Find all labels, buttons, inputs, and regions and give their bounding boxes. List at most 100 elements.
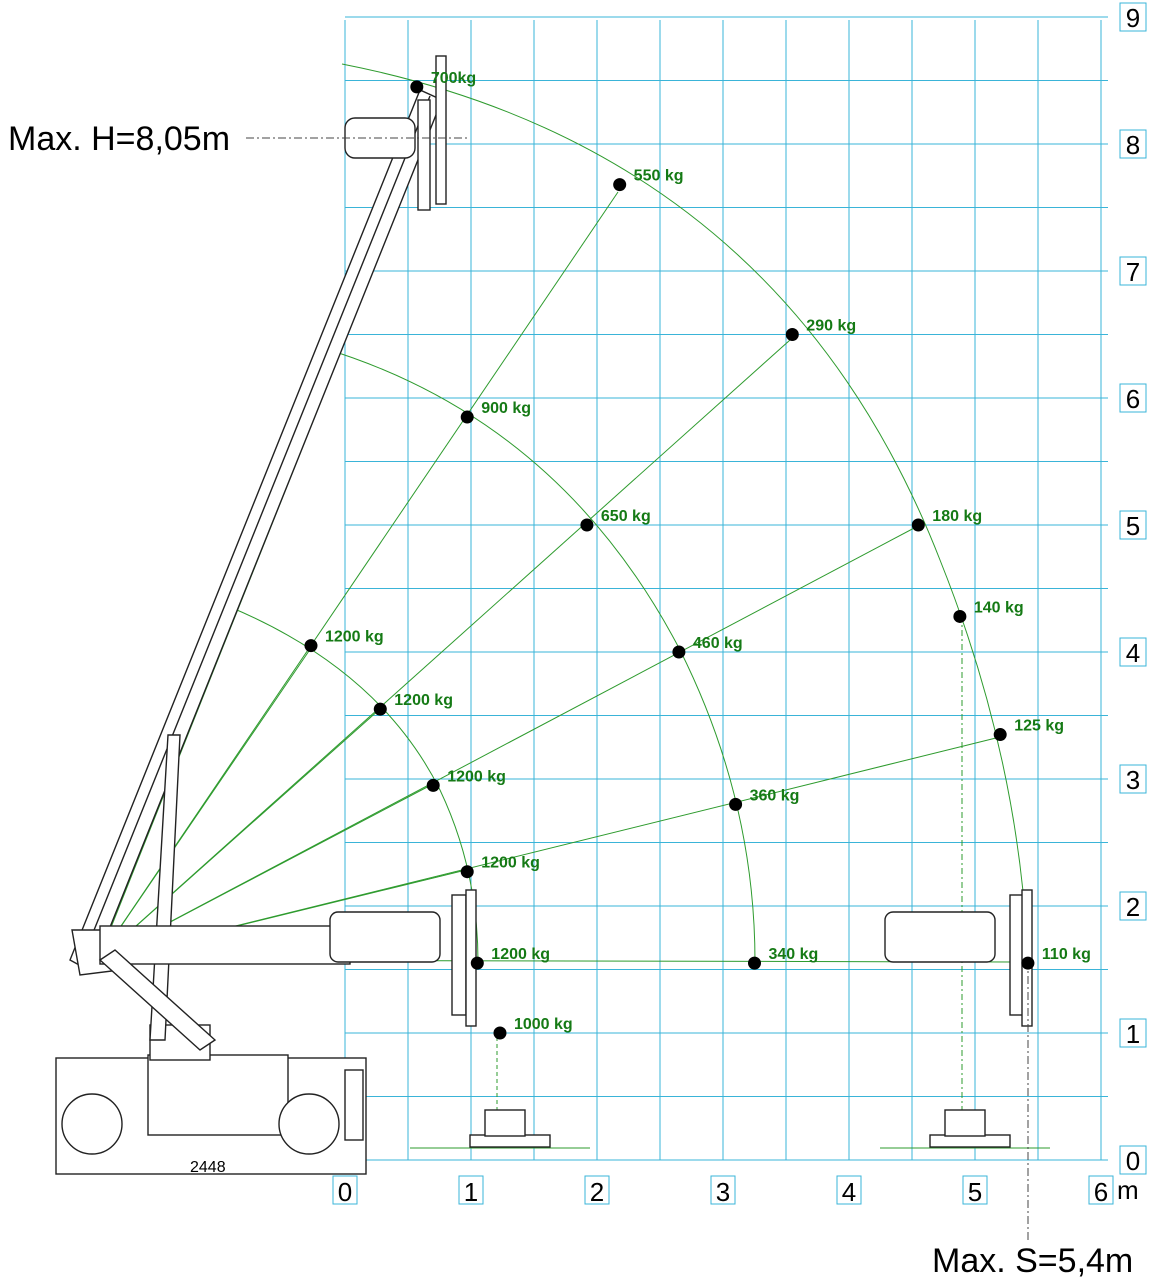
load-point-label: 110 kg xyxy=(1042,946,1091,963)
boom-ray xyxy=(97,647,312,961)
y-axis-ticks: 0 1 2 3 4 5 6 7 8 9 xyxy=(1119,2,1147,1176)
y-tick-box xyxy=(1119,637,1147,667)
crane-machine xyxy=(55,55,1050,1175)
load-points: 700kg 550 kg 290 kg 900 kg 650 kg 180 kg 140 k… xyxy=(304,70,1091,1040)
load-point-marker xyxy=(911,518,925,532)
max-height-label: Max. H=8,05m xyxy=(8,120,230,158)
load-point-label: 360 kg xyxy=(750,787,800,804)
y-tick-label: 1 xyxy=(1126,1019,1140,1049)
telescopic-boom xyxy=(69,89,443,973)
x-tick-box xyxy=(836,1175,862,1205)
y-tick-label: 4 xyxy=(1126,638,1140,668)
load-point-marker xyxy=(748,956,761,970)
machine-width-label: 2448 xyxy=(190,1159,226,1176)
y-tick-label: 9 xyxy=(1126,3,1140,33)
y-tick-box xyxy=(1119,1145,1147,1175)
x-tick-box xyxy=(458,1175,484,1205)
link-arm xyxy=(98,949,217,1051)
x-tick-box xyxy=(332,1175,358,1205)
y-tick-box xyxy=(1119,764,1147,794)
load-point-label: 1000 kg xyxy=(514,1016,573,1033)
y-tick-box xyxy=(1119,1018,1147,1048)
x-tick-label: 1 xyxy=(464,1177,478,1207)
load-point-label: 140 kg xyxy=(974,599,1024,616)
boom-edge xyxy=(83,95,431,956)
load-point-marker xyxy=(426,778,440,792)
x-tick-label: 4 xyxy=(842,1177,856,1207)
x-tick-box xyxy=(584,1175,610,1205)
load-point-marker xyxy=(729,797,743,811)
y-tick-label: 6 xyxy=(1126,384,1140,414)
load-point-label: 650 kg xyxy=(601,508,651,525)
load-point-label: 290 kg xyxy=(806,318,856,335)
grid xyxy=(344,16,1108,1161)
reach-arc-inner xyxy=(229,606,479,963)
y-tick-box xyxy=(1119,383,1147,413)
outrigger xyxy=(344,1069,364,1141)
load-point-marker xyxy=(672,645,686,659)
y-tick-label: 5 xyxy=(1126,511,1140,541)
attachment-head xyxy=(884,889,1033,1027)
load-point-label: 1200 kg xyxy=(481,855,540,872)
max-reach-annotation: Max. S=5,4m xyxy=(932,960,1133,1280)
y-tick-box xyxy=(1119,510,1147,540)
load-point-label: 1200 kg xyxy=(447,768,506,785)
load-point-marker xyxy=(460,410,474,424)
ground-lifter xyxy=(410,1109,590,1149)
boom-ray xyxy=(97,339,791,961)
load-point-marker xyxy=(493,1026,507,1040)
boom-ray xyxy=(97,191,619,961)
reach-arc-outer xyxy=(341,63,1029,963)
y-tick-label: 7 xyxy=(1126,257,1140,287)
front-wheel xyxy=(278,1093,340,1155)
rear-wheel xyxy=(61,1093,123,1155)
x-tick-label: 2 xyxy=(590,1177,604,1207)
load-point-label: 1200 kg xyxy=(491,946,550,963)
x-tick-label: 6 xyxy=(1094,1177,1108,1207)
load-point-marker xyxy=(613,178,627,192)
max-reach-label: Max. S=5,4m xyxy=(932,1242,1133,1280)
load-point-marker xyxy=(460,865,474,879)
y-tick-label: 0 xyxy=(1126,1146,1140,1176)
horizontal-boom xyxy=(99,925,351,965)
ground-lifter xyxy=(880,1109,1050,1149)
load-point-label: 460 kg xyxy=(693,635,743,652)
load-point-marker xyxy=(785,328,799,341)
x-tick-label: 0 xyxy=(338,1177,352,1207)
load-point-label: 1200 kg xyxy=(325,629,384,646)
x-tick-box xyxy=(962,1175,988,1205)
load-point-label: 125 kg xyxy=(1014,718,1064,735)
load-point-marker xyxy=(1021,956,1035,970)
attachment-head xyxy=(329,889,477,1027)
load-point-marker xyxy=(470,956,484,970)
x-tick-box xyxy=(1088,1175,1114,1205)
load-point-label: 180 kg xyxy=(932,508,982,525)
y-tick-label: 2 xyxy=(1126,892,1140,922)
x-tick-box xyxy=(710,1175,736,1205)
load-point-label: 1200 kg xyxy=(394,692,453,709)
reach-arc-middle xyxy=(322,347,756,963)
y-tick-box xyxy=(1119,129,1147,159)
x-tick-label: 3 xyxy=(716,1177,730,1207)
x-axis-unit: m xyxy=(1117,1175,1139,1205)
boom-ray xyxy=(97,708,381,961)
load-point-marker xyxy=(304,639,318,653)
load-point-label: 900 kg xyxy=(481,400,531,417)
load-point-label: 550 kg xyxy=(634,168,684,185)
load-point-marker xyxy=(410,80,424,94)
load-point-marker xyxy=(993,728,1007,742)
load-point-marker xyxy=(580,518,594,532)
load-point-label: 700kg xyxy=(431,70,476,87)
rear-body xyxy=(147,1054,289,1136)
y-tick-label: 8 xyxy=(1126,130,1140,160)
y-tick-box xyxy=(1119,891,1147,921)
y-tick-label: 3 xyxy=(1126,765,1140,795)
load-point-marker xyxy=(373,702,387,716)
load-point-label: 340 kg xyxy=(769,946,819,963)
y-tick-box xyxy=(1119,2,1147,32)
x-tick-label: 5 xyxy=(968,1177,982,1207)
y-tick-box xyxy=(1119,256,1147,286)
max-height-annotation: Max. H=8,05m xyxy=(8,120,470,158)
